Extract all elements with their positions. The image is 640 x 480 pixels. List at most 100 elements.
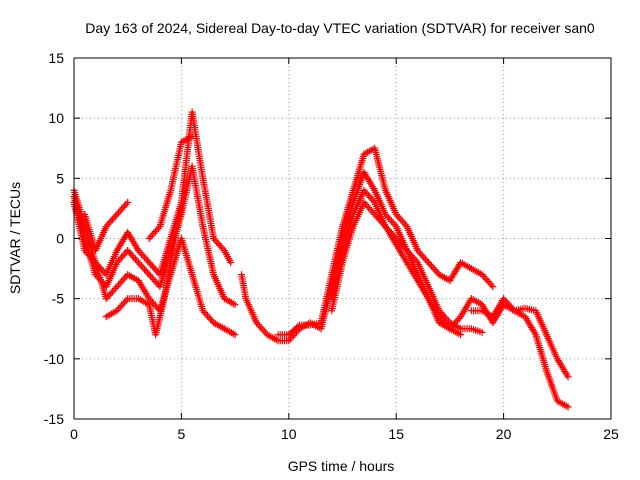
data-point-marker: [214, 240, 222, 248]
data-point-marker: [81, 247, 89, 255]
data-point-marker: [394, 212, 402, 220]
data-point-marker: [145, 295, 153, 303]
data-point-marker: [139, 252, 147, 260]
data-point-marker: [147, 296, 155, 304]
data-point-marker: [104, 293, 112, 301]
data-point-marker: [409, 253, 417, 261]
data-point-marker: [116, 303, 124, 311]
data-point-marker: [294, 323, 302, 331]
data-point-marker: [383, 212, 391, 220]
data-point-marker: [105, 219, 113, 227]
data-point-marker: [403, 247, 411, 255]
series-track-11: [467, 295, 572, 411]
series-track-6: [145, 132, 196, 242]
data-point-marker: [138, 250, 146, 258]
data-point-marker: [188, 132, 196, 140]
series-track-3: [70, 198, 239, 339]
data-point-marker: [144, 257, 152, 265]
data-point-marker: [486, 279, 494, 287]
data-point-marker: [213, 238, 221, 246]
data-point-marker: [414, 247, 422, 255]
data-point-marker: [134, 259, 142, 267]
data-point-marker: [116, 279, 124, 287]
data-point-marker: [257, 324, 265, 332]
data-points: [70, 108, 572, 411]
data-point-marker: [125, 248, 133, 256]
x-tick-label: 5: [178, 426, 186, 442]
data-point-marker: [375, 216, 383, 224]
data-point-marker: [408, 252, 416, 260]
data-point-marker: [88, 255, 96, 263]
data-point-marker: [254, 320, 262, 328]
data-point-marker: [259, 326, 267, 334]
data-point-marker: [150, 300, 158, 308]
data-point-marker: [457, 331, 465, 339]
data-point-marker: [395, 214, 403, 222]
data-point-marker: [231, 331, 239, 339]
data-point-marker: [111, 212, 119, 220]
data-point-marker: [210, 235, 218, 242]
data-point-marker: [153, 226, 161, 234]
data-point-marker: [401, 245, 409, 253]
data-point-marker: [365, 204, 373, 212]
data-point-marker: [199, 307, 207, 315]
data-point-marker: [365, 192, 373, 200]
data-point-marker: [141, 265, 149, 273]
data-point-marker: [145, 235, 153, 242]
data-point-marker: [141, 253, 149, 261]
data-point-marker: [401, 221, 409, 229]
data-point-marker: [205, 314, 213, 322]
data-point-marker: [122, 296, 130, 304]
data-point-marker: [362, 200, 370, 208]
data-point-marker: [424, 259, 432, 267]
data-point-marker: [136, 260, 144, 268]
data-point-marker: [142, 267, 150, 275]
data-point-marker: [429, 264, 437, 272]
y-tick-label: 15: [48, 50, 64, 66]
x-tick-label: 10: [281, 426, 297, 442]
data-point-marker: [121, 274, 129, 282]
data-point-marker: [147, 233, 155, 241]
data-point-marker: [108, 216, 116, 224]
data-point-marker: [153, 267, 161, 275]
data-point-marker: [118, 277, 126, 285]
data-point-marker: [371, 210, 379, 218]
data-point-marker: [374, 214, 382, 222]
y-tick-label: 0: [56, 231, 64, 247]
data-point-marker: [380, 221, 388, 229]
data-point-marker: [211, 236, 219, 244]
data-point-marker: [90, 257, 98, 265]
x-axis-label: GPS time / hours: [288, 458, 395, 474]
data-point-marker: [113, 283, 121, 291]
data-point-marker: [385, 214, 393, 222]
data-point-marker: [121, 202, 129, 210]
data-point-marker: [427, 262, 435, 270]
data-point-marker: [391, 221, 399, 229]
data-point-marker: [85, 252, 93, 260]
data-point-marker: [151, 277, 159, 285]
data-point-marker: [363, 202, 371, 210]
data-point-marker: [151, 228, 159, 236]
data-point-marker: [177, 204, 185, 212]
series-track-10: [328, 198, 572, 381]
data-point-marker: [378, 219, 386, 227]
data-point-marker: [368, 195, 376, 203]
data-point-marker: [207, 315, 215, 323]
data-point-marker: [360, 186, 368, 194]
data-point-marker: [415, 248, 423, 256]
y-tick-label: -15: [44, 411, 64, 427]
data-point-marker: [362, 188, 370, 196]
data-point-marker: [431, 265, 439, 273]
data-point-marker: [102, 222, 110, 230]
data-point-marker: [411, 255, 419, 263]
data-point-marker: [400, 219, 408, 227]
data-point-marker: [481, 274, 489, 282]
data-point-marker: [150, 264, 158, 272]
data-point-marker: [118, 302, 126, 310]
data-point-marker: [452, 318, 460, 326]
data-point-marker: [256, 322, 264, 330]
data-point-marker: [122, 200, 130, 208]
data-point-marker: [87, 253, 95, 261]
data-point-marker: [388, 217, 396, 225]
